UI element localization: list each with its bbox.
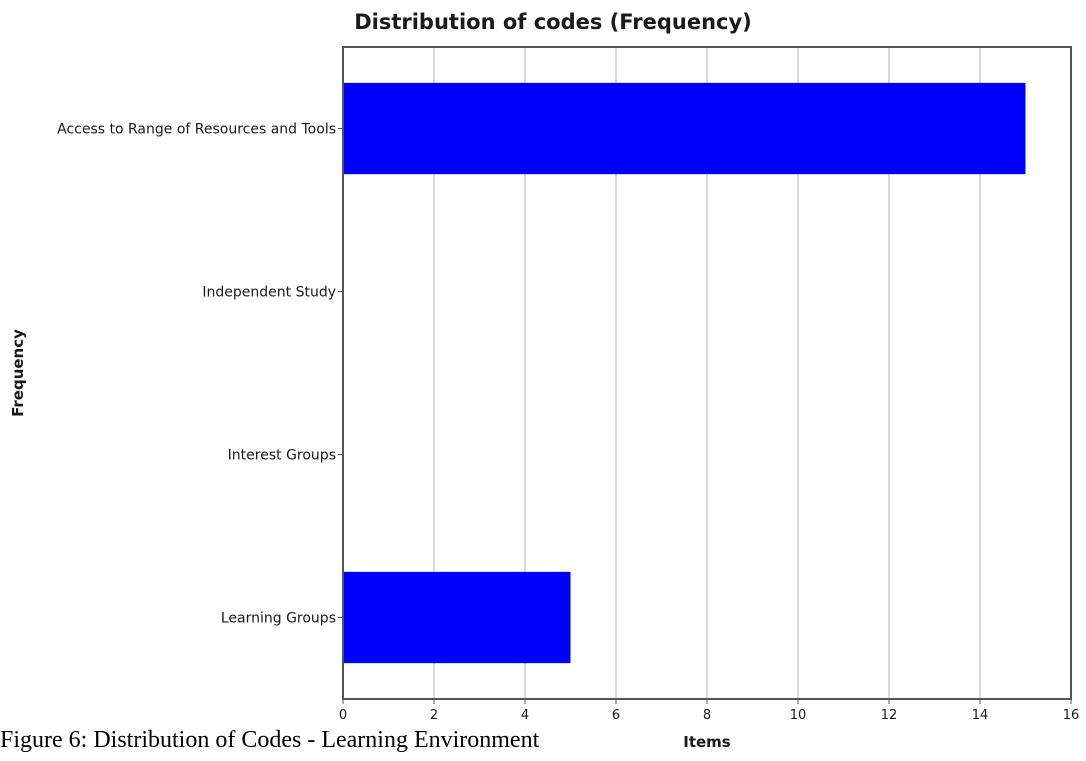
x-tick-label: 6	[612, 708, 620, 723]
figure-caption: Figure 6: Distribution of Codes - Learni…	[0, 727, 540, 753]
category-label: Interest Groups	[228, 448, 336, 464]
category-label: Access to Range of Resources and Tools	[57, 122, 336, 138]
x-tick-label: 12	[881, 708, 898, 723]
x-tick-label: 2	[430, 708, 438, 723]
x-tick-label: 10	[790, 708, 807, 723]
bar	[343, 571, 571, 664]
x-tick-label: 14	[972, 708, 989, 723]
chart-title: Distribution of codes (Frequency)	[354, 10, 752, 34]
category-label: Independent Study	[202, 285, 336, 301]
x-axis-title: Items	[683, 733, 731, 751]
bar	[343, 82, 1026, 175]
x-tick-label: 16	[1063, 708, 1080, 723]
x-axis-ticks: 0 2 4 6 8 10 12 14 16	[339, 699, 1079, 723]
category-label: Learning Groups	[221, 611, 336, 627]
bars	[343, 82, 1026, 664]
y-axis-categories: Access to Range of Resources and Tools In…	[57, 122, 343, 627]
y-axis-title: Frequency	[9, 329, 27, 417]
x-tick-label: 0	[339, 708, 347, 723]
x-tick-label: 8	[703, 708, 711, 723]
x-tick-label: 4	[521, 708, 529, 723]
